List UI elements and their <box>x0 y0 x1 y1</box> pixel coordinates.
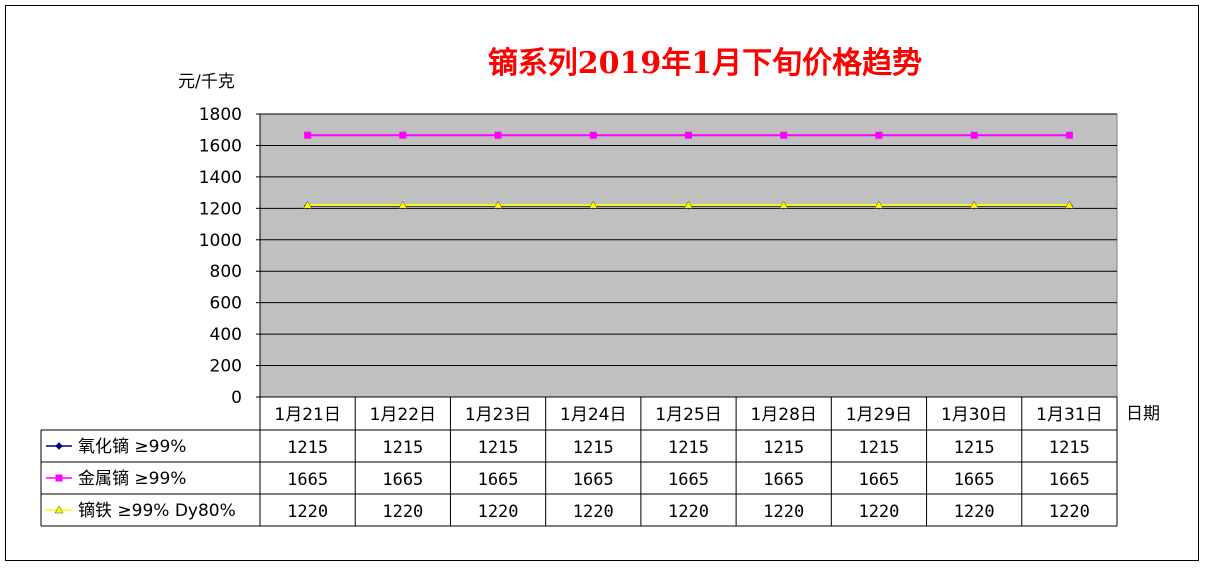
x-tick-label: 1月23日 <box>465 405 531 425</box>
data-table-cell: 1665 <box>382 470 423 490</box>
data-point <box>303 200 313 209</box>
y-tick-label: 1600 <box>199 136 242 156</box>
data-point <box>1064 200 1074 209</box>
data-point <box>589 131 597 139</box>
x-tick-label: 1月22日 <box>370 405 436 425</box>
x-tick-label: 1月24日 <box>560 405 626 425</box>
legend-label: 金属镝 ≥99% <box>78 469 186 489</box>
data-table-cell: 1220 <box>382 502 423 522</box>
data-point <box>493 200 503 209</box>
data-point <box>398 200 408 209</box>
data-table-cell: 1220 <box>763 502 804 522</box>
x-tick-label: 1月29日 <box>846 405 912 425</box>
legend-label: 镝铁 ≥99% Dy80% <box>78 501 236 521</box>
x-axis-label: 日期 <box>1126 404 1160 424</box>
x-tick-label: 1月25日 <box>655 405 721 425</box>
data-table-cell: 1220 <box>478 502 519 522</box>
data-point <box>684 200 693 209</box>
data-table-cell: 1215 <box>382 438 423 458</box>
chart-frame <box>5 5 1199 561</box>
y-tick-label: 1200 <box>199 199 242 219</box>
data-point <box>969 200 979 209</box>
data-table-cell: 1220 <box>287 502 328 522</box>
x-tick-label: 1月30日 <box>941 405 1007 425</box>
data-table-cell: 1215 <box>287 438 328 458</box>
legend-key-marker <box>55 474 63 482</box>
data-table-cell: 1215 <box>573 438 614 458</box>
data-table-cell: 1215 <box>954 438 995 458</box>
data-point <box>970 131 978 139</box>
data-point <box>685 131 692 139</box>
y-tick-label: 400 <box>210 325 242 345</box>
data-point <box>588 200 598 209</box>
data-table-cell: 1665 <box>573 470 614 490</box>
x-tick-label: 1月28日 <box>750 405 816 425</box>
legend-key-marker <box>54 505 64 514</box>
y-tick-label: 1000 <box>199 231 242 251</box>
data-table-cell: 1220 <box>668 502 709 522</box>
data-table-cell: 1665 <box>478 470 519 490</box>
data-table-cell: 1665 <box>763 470 804 490</box>
data-point <box>494 131 502 139</box>
y-tick-label: 1800 <box>199 105 242 125</box>
data-table-cell: 1665 <box>858 470 899 490</box>
data-table-cell: 1665 <box>668 470 709 490</box>
data-point <box>874 200 884 209</box>
legend-key-marker <box>55 442 63 450</box>
data-table-cell: 1220 <box>954 502 995 522</box>
data-table-cell: 1220 <box>858 502 899 522</box>
data-table-cell: 1215 <box>668 438 709 458</box>
y-tick-label: 200 <box>210 357 242 377</box>
data-table-cell: 1215 <box>1049 438 1090 458</box>
y-tick-label: 0 <box>231 388 242 408</box>
data-table-cell: 1215 <box>858 438 899 458</box>
data-point <box>399 131 407 139</box>
y-axis-label: 元/千克 <box>178 72 235 92</box>
data-point <box>780 131 788 139</box>
y-tick-label: 800 <box>210 262 242 282</box>
data-table-cell: 1665 <box>954 470 995 490</box>
data-point <box>875 131 883 139</box>
legend-label: 氧化镝 ≥99% <box>78 437 186 457</box>
data-table-cell: 1665 <box>1049 470 1090 490</box>
chart-title: 镝系列2019年1月下旬价格趋势 <box>488 46 922 81</box>
data-point <box>304 131 312 139</box>
plot-area <box>259 113 1118 398</box>
data-point <box>779 200 789 209</box>
y-tick-label: 1400 <box>199 168 242 188</box>
x-tick-label: 1月21日 <box>274 405 340 425</box>
y-tick-label: 600 <box>210 294 242 314</box>
data-table-cell: 1665 <box>287 470 328 490</box>
x-tick-label: 1月31日 <box>1036 405 1102 425</box>
data-table-cell: 1215 <box>478 438 519 458</box>
data-point <box>1065 131 1073 139</box>
data-table-cell: 1220 <box>573 502 614 522</box>
data-table-cell: 1220 <box>1049 502 1090 522</box>
data-table-cell: 1215 <box>763 438 804 458</box>
